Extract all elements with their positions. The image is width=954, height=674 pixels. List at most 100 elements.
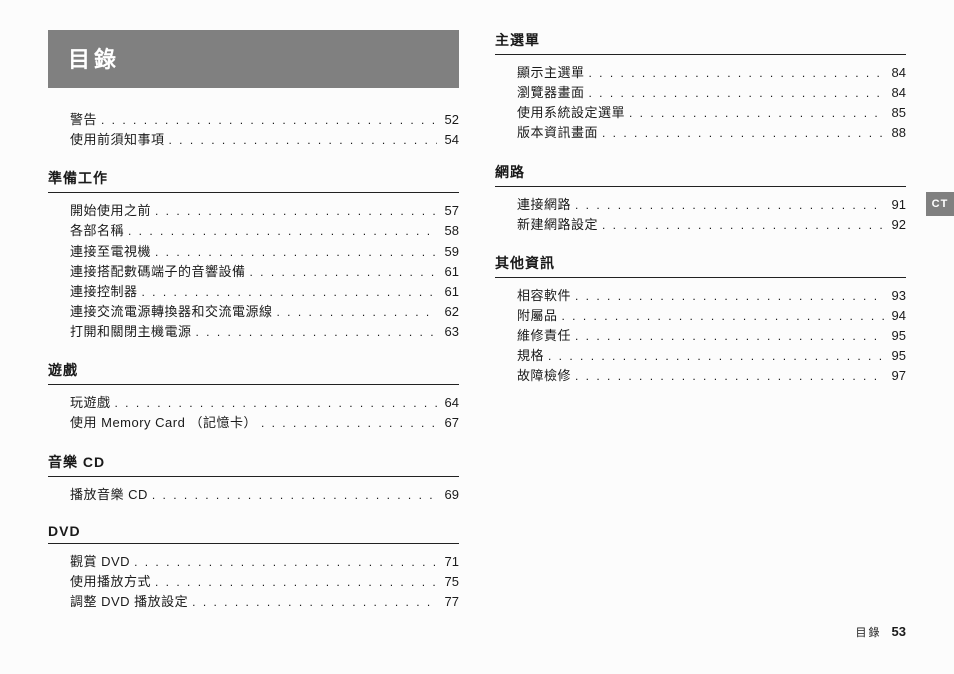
toc-item-label: 連接控制器 xyxy=(70,282,138,302)
footer-label: 目錄 xyxy=(856,624,882,640)
toc-section: 主選單顯示主選單84瀏覽器畫面84使用系統設定選單85版本資訊畫面88 xyxy=(495,30,906,144)
section-heading: 音樂 CD xyxy=(48,452,459,472)
toc-item: 使用播放方式 75 xyxy=(70,572,459,592)
toc-item-label: 連接網路 xyxy=(517,195,571,215)
left-column: 目錄 警告52使用前須知事項54準備工作開始使用之前57各部名稱58連接至電視機… xyxy=(48,30,459,630)
toc-list: 播放音樂 CD 69 xyxy=(48,485,459,505)
toc-item: 使用 Memory Card （記憶卡）67 xyxy=(70,413,459,433)
toc-item-label: 使用播放方式 xyxy=(70,572,151,592)
toc-dots xyxy=(128,222,437,241)
toc-list: 連接網路 91新建網路設定92 xyxy=(495,195,906,235)
toc-item-label: 新建網路設定 xyxy=(517,215,598,235)
toc-item-label: 連接交流電源轉換器和交流電源線 xyxy=(70,302,273,322)
toc-item-label: 故障檢修 xyxy=(517,366,571,386)
toc-item-page: 84 xyxy=(888,83,906,103)
toc-item-page: 85 xyxy=(888,103,906,123)
toc-section: DVD 觀賞 DVD 71 使用播放方式 75調整 DVD 播放設定77 xyxy=(48,523,459,612)
section-rule xyxy=(495,186,906,187)
toc-dots xyxy=(152,486,437,505)
toc-item-label: 版本資訊畫面 xyxy=(517,123,598,143)
toc-item-page: 88 xyxy=(888,123,906,143)
toc-item-page: 71 xyxy=(441,552,459,572)
toc-item-page: 97 xyxy=(888,366,906,386)
toc-item-label: 播放音樂 CD xyxy=(70,485,148,505)
toc-dots xyxy=(548,347,884,366)
columns: 目錄 警告52使用前須知事項54準備工作開始使用之前57各部名稱58連接至電視機… xyxy=(48,30,906,630)
section-heading: 其他資訊 xyxy=(495,253,906,273)
toc-item-label: 觀賞 DVD xyxy=(70,552,130,572)
toc-item-label: 開始使用之前 xyxy=(70,201,151,221)
toc-item-label: 連接至電視機 xyxy=(70,242,151,262)
toc-item-page: 62 xyxy=(441,302,459,322)
toc-item: 連接搭配數碼端子的音響設備61 xyxy=(70,262,459,282)
toc-dots xyxy=(142,283,437,302)
toc-dots xyxy=(196,323,437,342)
toc-item-label: 相容軟件 xyxy=(517,286,571,306)
toc-dots xyxy=(115,394,437,413)
section-rule xyxy=(495,54,906,55)
section-rule xyxy=(495,277,906,278)
toc-item-label: 顯示主選單 xyxy=(517,63,585,83)
toc-item-label: 維修責任 xyxy=(517,326,571,346)
toc-dots xyxy=(589,84,884,103)
toc-dots xyxy=(575,367,884,386)
toc-dots xyxy=(261,414,437,433)
toc-section: 遊戲玩遊戲 64使用 Memory Card （記憶卡）67 xyxy=(48,360,459,433)
toc-dots xyxy=(562,307,884,326)
page-title: 目錄 xyxy=(48,30,459,88)
section-heading: DVD xyxy=(48,523,459,539)
toc-item: 調整 DVD 播放設定77 xyxy=(70,592,459,612)
toc-item: 相容軟件 93 xyxy=(517,286,906,306)
toc-item-label: 警告 xyxy=(70,110,97,130)
toc-dots xyxy=(629,104,884,123)
toc-dots xyxy=(602,216,884,235)
section-rule xyxy=(48,192,459,193)
toc-dots xyxy=(155,573,437,592)
toc-item-page: 93 xyxy=(888,286,906,306)
toc-item: 附屬品 94 xyxy=(517,306,906,326)
toc-item-page: 57 xyxy=(441,201,459,221)
toc-item-label: 瀏覽器畫面 xyxy=(517,83,585,103)
toc-dots xyxy=(277,303,437,322)
toc-item: 新建網路設定92 xyxy=(517,215,906,235)
toc-item-page: 61 xyxy=(441,262,459,282)
toc-item-page: 69 xyxy=(441,485,459,505)
toc-item: 玩遊戲 64 xyxy=(70,393,459,413)
toc-list: 警告52使用前須知事項 54 xyxy=(48,110,459,150)
toc-item: 警告52 xyxy=(70,110,459,130)
toc-item-page: 54 xyxy=(441,130,459,150)
toc-item-label: 附屬品 xyxy=(517,306,558,326)
toc-dots xyxy=(155,243,437,262)
toc-list: 玩遊戲 64使用 Memory Card （記憶卡）67 xyxy=(48,393,459,433)
toc-item-label: 打開和關閉主機電源 xyxy=(70,322,192,342)
toc-list: 開始使用之前57各部名稱58連接至電視機59連接搭配數碼端子的音響設備61連接控… xyxy=(48,201,459,342)
toc-item-label: 玩遊戲 xyxy=(70,393,111,413)
toc-item-page: 95 xyxy=(888,346,906,366)
toc-item: 打開和關閉主機電源63 xyxy=(70,322,459,342)
toc-dots xyxy=(101,111,437,130)
toc-item-label: 使用系統設定選單 xyxy=(517,103,625,123)
toc-item: 顯示主選單 84 xyxy=(517,63,906,83)
toc-item-page: 94 xyxy=(888,306,906,326)
toc-item-label: 各部名稱 xyxy=(70,221,124,241)
section-heading: 遊戲 xyxy=(48,360,459,380)
toc-item-page: 61 xyxy=(441,282,459,302)
toc-item: 開始使用之前 57 xyxy=(70,201,459,221)
toc-item-page: 75 xyxy=(441,572,459,592)
toc-item-page: 84 xyxy=(888,63,906,83)
toc-dots xyxy=(602,124,884,143)
toc-item-page: 58 xyxy=(441,221,459,241)
toc-page: 目錄 警告52使用前須知事項54準備工作開始使用之前57各部名稱58連接至電視機… xyxy=(0,0,954,674)
toc-item-page: 64 xyxy=(441,393,459,413)
toc-item: 連接網路 91 xyxy=(517,195,906,215)
toc-dots xyxy=(155,202,437,221)
toc-dots xyxy=(134,553,437,572)
toc-item-page: 91 xyxy=(888,195,906,215)
toc-item-label: 使用前須知事項 xyxy=(70,130,165,150)
toc-dots xyxy=(575,287,884,306)
toc-item: 連接交流電源轉換器和交流電源線 62 xyxy=(70,302,459,322)
toc-dots xyxy=(169,131,437,150)
toc-dots xyxy=(589,64,884,83)
right-column: 主選單顯示主選單84瀏覽器畫面84使用系統設定選單85版本資訊畫面88網路連接網… xyxy=(495,30,906,630)
toc-item: 使用前須知事項 54 xyxy=(70,130,459,150)
